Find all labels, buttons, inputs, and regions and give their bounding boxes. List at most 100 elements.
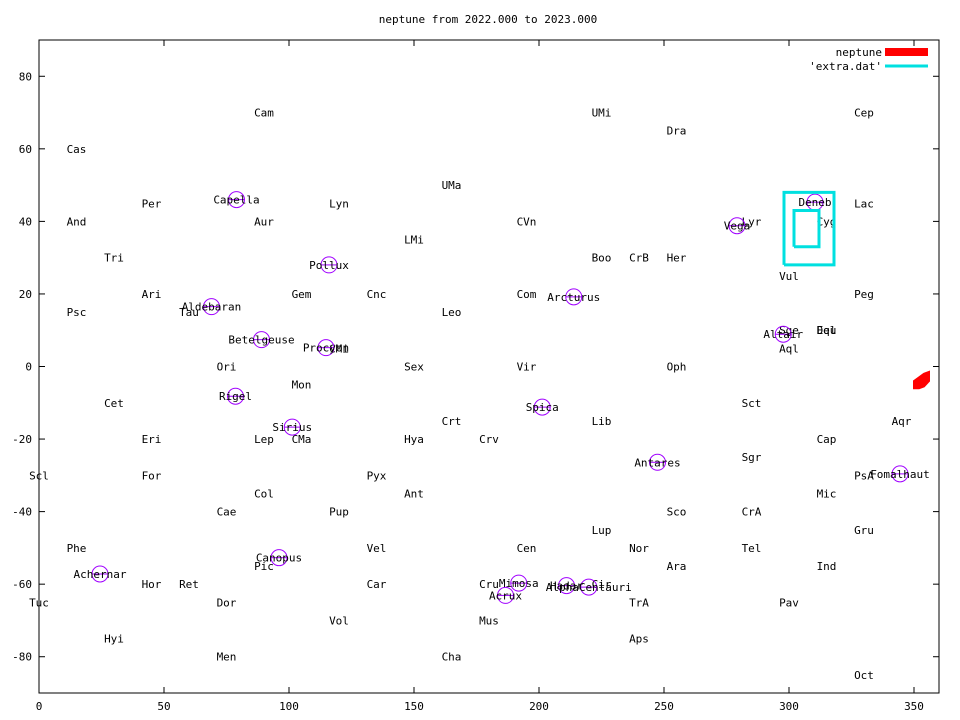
constellation-label: UMa	[442, 179, 462, 192]
constellation-label: Mic	[817, 487, 837, 500]
constellation-label: Ind	[817, 560, 837, 573]
star-label: AlphaCentauri	[546, 581, 632, 594]
constellation-label: Leo	[442, 306, 462, 319]
y-tick-label: 80	[19, 70, 32, 83]
y-tick-label: 40	[19, 215, 32, 228]
y-tick-label: -40	[12, 506, 32, 519]
y-tick-label: -20	[12, 433, 32, 446]
constellation-label: Crt	[442, 415, 462, 428]
legend: neptune'extra.dat'	[809, 46, 928, 73]
constellation-label: Sex	[404, 361, 424, 374]
constellation-label: Cae	[217, 506, 237, 519]
constellation-label: Cen	[517, 542, 537, 555]
constellation-label: CVn	[517, 215, 537, 228]
constellation-label: Tel	[742, 542, 762, 555]
constellation-label: Equ	[817, 324, 837, 337]
constellation-label: Car	[367, 578, 387, 591]
constellation-label: Mus	[479, 614, 499, 627]
constellation-label: Hor	[142, 578, 162, 591]
constellation-label: Ret	[179, 578, 199, 591]
legend-swatch-neptune	[885, 48, 928, 56]
star-label: Pollux	[309, 259, 349, 272]
constellation-label: Crv	[479, 433, 499, 446]
constellation-label: Boo	[592, 252, 612, 265]
star-label: Spica	[526, 401, 559, 414]
star-label: Fomalhaut	[870, 468, 930, 481]
constellation-label: Ara	[667, 560, 687, 573]
constellation-label: Peg	[854, 288, 874, 301]
constellation-label: Men	[217, 651, 237, 664]
constellation-label: Lep	[254, 433, 274, 446]
star-label: Rigel	[219, 390, 252, 403]
star-label: Procyon	[303, 342, 349, 355]
star-label: Antares	[634, 456, 680, 469]
constellation-label: Sco	[667, 506, 687, 519]
x-tick-label: 100	[279, 700, 299, 713]
constellation-label: Sct	[742, 397, 762, 410]
constellation-label: Del	[817, 324, 837, 337]
legend-label: neptune	[836, 46, 882, 59]
constellation-label: UMi	[592, 107, 612, 120]
star-label: Arcturus	[547, 291, 600, 304]
constellation-label: Tri	[104, 252, 124, 265]
constellation-label: Aql	[779, 342, 799, 355]
chart-title: neptune from 2022.000 to 2023.000	[379, 13, 598, 26]
legend-label: 'extra.dat'	[809, 60, 882, 73]
constellation-label: CMa	[292, 433, 312, 446]
star-label: Deneb	[798, 196, 831, 209]
constellation-label: Lyr	[742, 215, 762, 228]
constellation-label: Cnc	[367, 288, 387, 301]
star-label: Achernar	[74, 568, 127, 581]
neptune-path	[913, 370, 930, 390]
constellation-label: Oct	[854, 669, 874, 682]
constellation-label: Ari	[142, 288, 162, 301]
x-tick-label: 350	[904, 700, 924, 713]
star-label: Hadar	[550, 580, 583, 593]
constellation-label: Nor	[629, 542, 649, 555]
constellation-label: Pup	[329, 506, 349, 519]
star-label: Mimosa	[499, 577, 539, 590]
constellation-label: Cam	[254, 107, 274, 120]
y-tick-label: -80	[12, 651, 32, 664]
constellation-label: Per	[142, 197, 162, 210]
constellation-label: For	[142, 469, 162, 482]
x-tick-label: 0	[36, 700, 43, 713]
constellation-label: Vir	[517, 361, 537, 374]
constellation-label: LMi	[404, 234, 424, 247]
constellation-label: Vol	[329, 614, 349, 627]
x-tick-label: 50	[157, 700, 170, 713]
constellation-label: Aur	[254, 215, 274, 228]
axes: 0 50 100 150 200 250 300 350 -80 -60 -40 -20 0 20 40 60…	[12, 40, 939, 713]
constellation-label: Hya	[404, 433, 424, 446]
constellation-label: Cet	[104, 397, 124, 410]
x-tick-label: 250	[654, 700, 674, 713]
constellation-label: Dor	[217, 596, 237, 609]
constellation-label: Cep	[854, 107, 874, 120]
constellation-label: Col	[254, 487, 274, 500]
star-label: Acrux	[489, 589, 522, 602]
star-label: Betelgeuse	[228, 334, 294, 347]
constellation-label: Pic	[254, 560, 274, 573]
constellation-label: Cap	[817, 433, 837, 446]
constellation-label: Cha	[442, 651, 462, 664]
x-tick-label: 200	[529, 700, 549, 713]
extra-data-line	[782, 190, 836, 267]
constellation-label: Ant	[404, 487, 424, 500]
constellation-label: Lup	[592, 524, 612, 537]
constellation-label: Dra	[667, 125, 687, 138]
constellation-label: Psc	[67, 306, 87, 319]
constellation-label: Pyx	[367, 469, 387, 482]
constellation-label: Ori	[217, 361, 237, 374]
constellation-label: Cas	[67, 143, 87, 156]
constellation-label: Vel	[367, 542, 387, 555]
star-label: Vega	[724, 220, 751, 233]
constellation-label: Gru	[854, 524, 874, 537]
constellation-label: Aps	[629, 633, 649, 646]
constellation-label: Aqr	[892, 415, 912, 428]
y-tick-label: 0	[25, 361, 32, 374]
star-label: Altair	[763, 328, 803, 341]
star-label: Capella	[213, 194, 259, 207]
constellation-label: PsA	[854, 469, 874, 482]
constellation-label: Vul	[779, 270, 799, 283]
